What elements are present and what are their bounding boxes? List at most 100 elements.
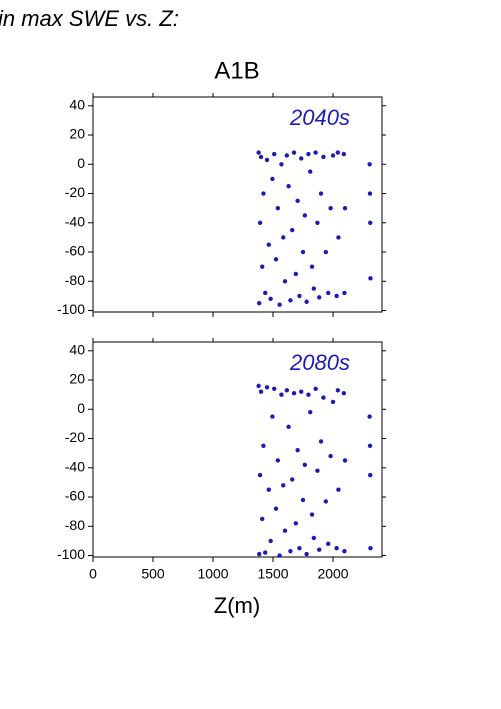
point	[290, 477, 295, 482]
point	[300, 249, 306, 255]
point	[258, 389, 264, 394]
y-tick-label: 40	[69, 341, 85, 357]
point	[336, 487, 341, 492]
point	[277, 302, 282, 307]
point	[291, 150, 297, 155]
point	[261, 443, 266, 449]
annotation: 2040s	[289, 105, 350, 130]
point	[284, 388, 290, 393]
point	[368, 546, 373, 551]
point	[318, 439, 324, 444]
point	[273, 257, 279, 262]
point	[268, 538, 273, 544]
point	[268, 296, 273, 302]
x-axis-label: Z(m)	[214, 593, 260, 618]
point	[282, 279, 288, 284]
point	[368, 276, 373, 281]
y-tick-label: 20	[69, 371, 85, 387]
point	[336, 235, 341, 240]
point	[367, 443, 373, 449]
point	[335, 388, 341, 393]
point	[302, 213, 308, 218]
point	[260, 264, 265, 269]
point	[311, 286, 317, 291]
point	[277, 553, 282, 558]
point	[286, 184, 291, 189]
point	[367, 414, 372, 419]
y-tick-label: -60	[65, 243, 85, 259]
point	[306, 151, 311, 157]
point	[313, 150, 318, 155]
x-tick-label: 0	[89, 566, 97, 582]
point	[279, 392, 284, 397]
point	[295, 198, 300, 204]
point	[288, 298, 293, 303]
point	[288, 548, 293, 554]
point	[306, 392, 311, 397]
point	[256, 383, 261, 389]
chart-title: A1B	[214, 57, 259, 84]
point	[330, 153, 336, 158]
point	[281, 235, 286, 240]
point	[328, 205, 333, 211]
point	[309, 264, 315, 269]
point	[266, 242, 272, 247]
page-title: in max SWE vs. Z:	[0, 6, 179, 31]
x-tick-label: 1000	[197, 566, 228, 582]
point	[258, 154, 264, 160]
point	[270, 176, 275, 182]
point	[257, 220, 263, 225]
point	[323, 249, 329, 255]
point	[291, 390, 297, 396]
point	[334, 293, 339, 299]
point	[315, 220, 320, 225]
point	[300, 497, 306, 503]
point	[299, 156, 304, 161]
y-tick-label: -100	[57, 546, 85, 562]
point	[317, 547, 322, 552]
y-tick-label: -40	[65, 213, 85, 229]
x-tick-label: 1500	[257, 566, 288, 582]
point	[341, 151, 347, 157]
point	[295, 448, 300, 453]
plot-frame	[92, 341, 383, 558]
point	[272, 386, 277, 392]
point	[293, 521, 299, 526]
point	[275, 205, 281, 211]
point	[315, 468, 320, 473]
point	[261, 191, 266, 196]
point	[284, 153, 290, 158]
point	[266, 487, 272, 492]
point	[341, 390, 347, 396]
point	[275, 458, 281, 463]
point	[321, 154, 326, 160]
point	[263, 550, 268, 555]
point	[297, 293, 302, 299]
point	[290, 227, 295, 233]
point	[304, 299, 309, 304]
point	[313, 386, 318, 392]
point	[282, 528, 288, 533]
point	[257, 301, 262, 306]
y-tick-label: -60	[65, 488, 85, 504]
point	[342, 290, 347, 296]
y-tick-label: 40	[69, 96, 85, 112]
point	[367, 162, 372, 167]
point	[334, 546, 339, 551]
point	[264, 385, 270, 390]
x-tick-label: 500	[141, 566, 165, 582]
plot-frame	[92, 96, 383, 313]
y-tick-label: -80	[65, 272, 85, 288]
point	[281, 483, 286, 488]
point	[342, 548, 347, 554]
point	[335, 150, 341, 155]
point	[317, 295, 322, 300]
y-tick-label: 0	[77, 400, 85, 416]
point	[326, 290, 331, 296]
point	[304, 551, 309, 557]
point	[308, 410, 313, 415]
point	[256, 150, 261, 155]
point	[326, 541, 331, 547]
